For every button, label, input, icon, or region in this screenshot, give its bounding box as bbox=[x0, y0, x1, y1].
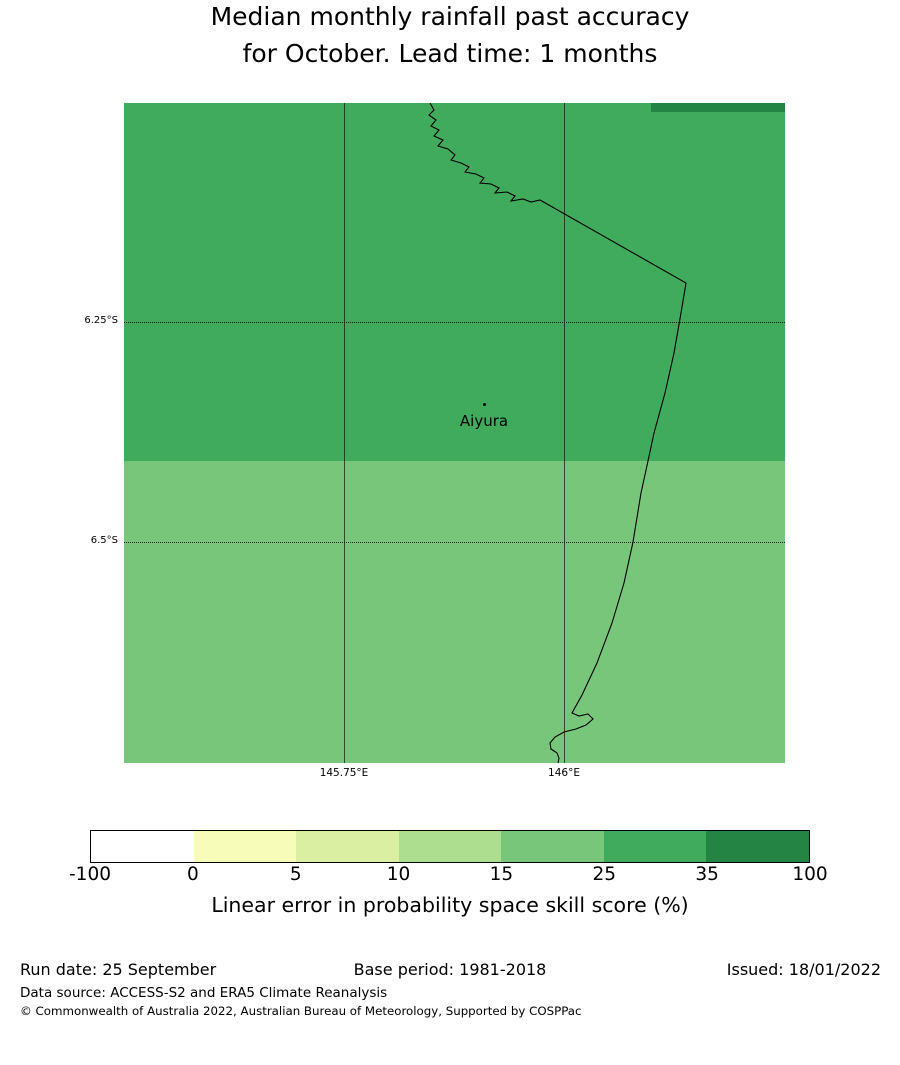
page-title-line1: Median monthly rainfall past accuracy bbox=[210, 2, 690, 31]
map-panel: Aiyura bbox=[124, 103, 785, 763]
gridline-lon-145-75 bbox=[344, 103, 345, 763]
gridline-lon-146 bbox=[564, 103, 565, 763]
colorbar-tick-label: 15 bbox=[489, 864, 514, 885]
colorbar-segment bbox=[193, 831, 297, 862]
page-title: Median monthly rainfall past accuracy for… bbox=[0, 0, 900, 72]
run-date-text: Run date: 25 September bbox=[20, 960, 217, 979]
station-marker bbox=[483, 403, 486, 406]
data-source-text: Data source: ACCESS-S2 and ERA5 Climate … bbox=[20, 985, 388, 1001]
base-period-text: Base period: 1981-2018 bbox=[353, 960, 547, 979]
colorbar-segment bbox=[706, 831, 810, 862]
gridline-lat-6-5 bbox=[124, 542, 785, 543]
colorbar-tick-label: 0 bbox=[186, 864, 199, 885]
colorbar-tick-label: 25 bbox=[592, 864, 617, 885]
issued-date-text: Issued: 18/01/2022 bbox=[726, 960, 881, 979]
colorbar-tick-label: 10 bbox=[386, 864, 411, 885]
station-label: Aiyura bbox=[459, 412, 509, 430]
map-region-top-right bbox=[651, 103, 785, 112]
colorbar-segment bbox=[91, 831, 194, 862]
gridline-lat-6-25 bbox=[124, 322, 785, 323]
page-title-line2: for October. Lead time: 1 months bbox=[242, 39, 658, 68]
coastline bbox=[428, 103, 687, 763]
copyright-text: © Commonwealth of Australia 2022, Austra… bbox=[20, 1004, 582, 1018]
y-axis-tick-label: 6.25°S bbox=[84, 315, 118, 326]
colorbar-tick-label: 100 bbox=[792, 864, 828, 885]
map-region-north bbox=[124, 103, 785, 461]
y-axis-tick-label: 6.5°S bbox=[90, 535, 118, 546]
colorbar-segment bbox=[296, 831, 399, 862]
x-axis-tick-label: 146°E bbox=[548, 767, 580, 779]
colorbar-segment bbox=[501, 831, 604, 862]
colorbar-segment bbox=[603, 831, 707, 862]
colorbar-segment bbox=[398, 831, 502, 862]
map-region-south bbox=[124, 461, 785, 763]
colorbar-tick-label: 35 bbox=[695, 864, 719, 885]
colorbar-axis-label: Linear error in probability space skill … bbox=[211, 893, 689, 917]
x-axis-tick-label: 145.75°E bbox=[319, 767, 369, 779]
colorbar-ticks: -100 0 5 10 15 25 35 100 bbox=[69, 864, 828, 888]
colorbar bbox=[90, 830, 810, 863]
colorbar-tick-label: -100 bbox=[69, 864, 111, 885]
colorbar-tick-label: 5 bbox=[289, 864, 302, 885]
